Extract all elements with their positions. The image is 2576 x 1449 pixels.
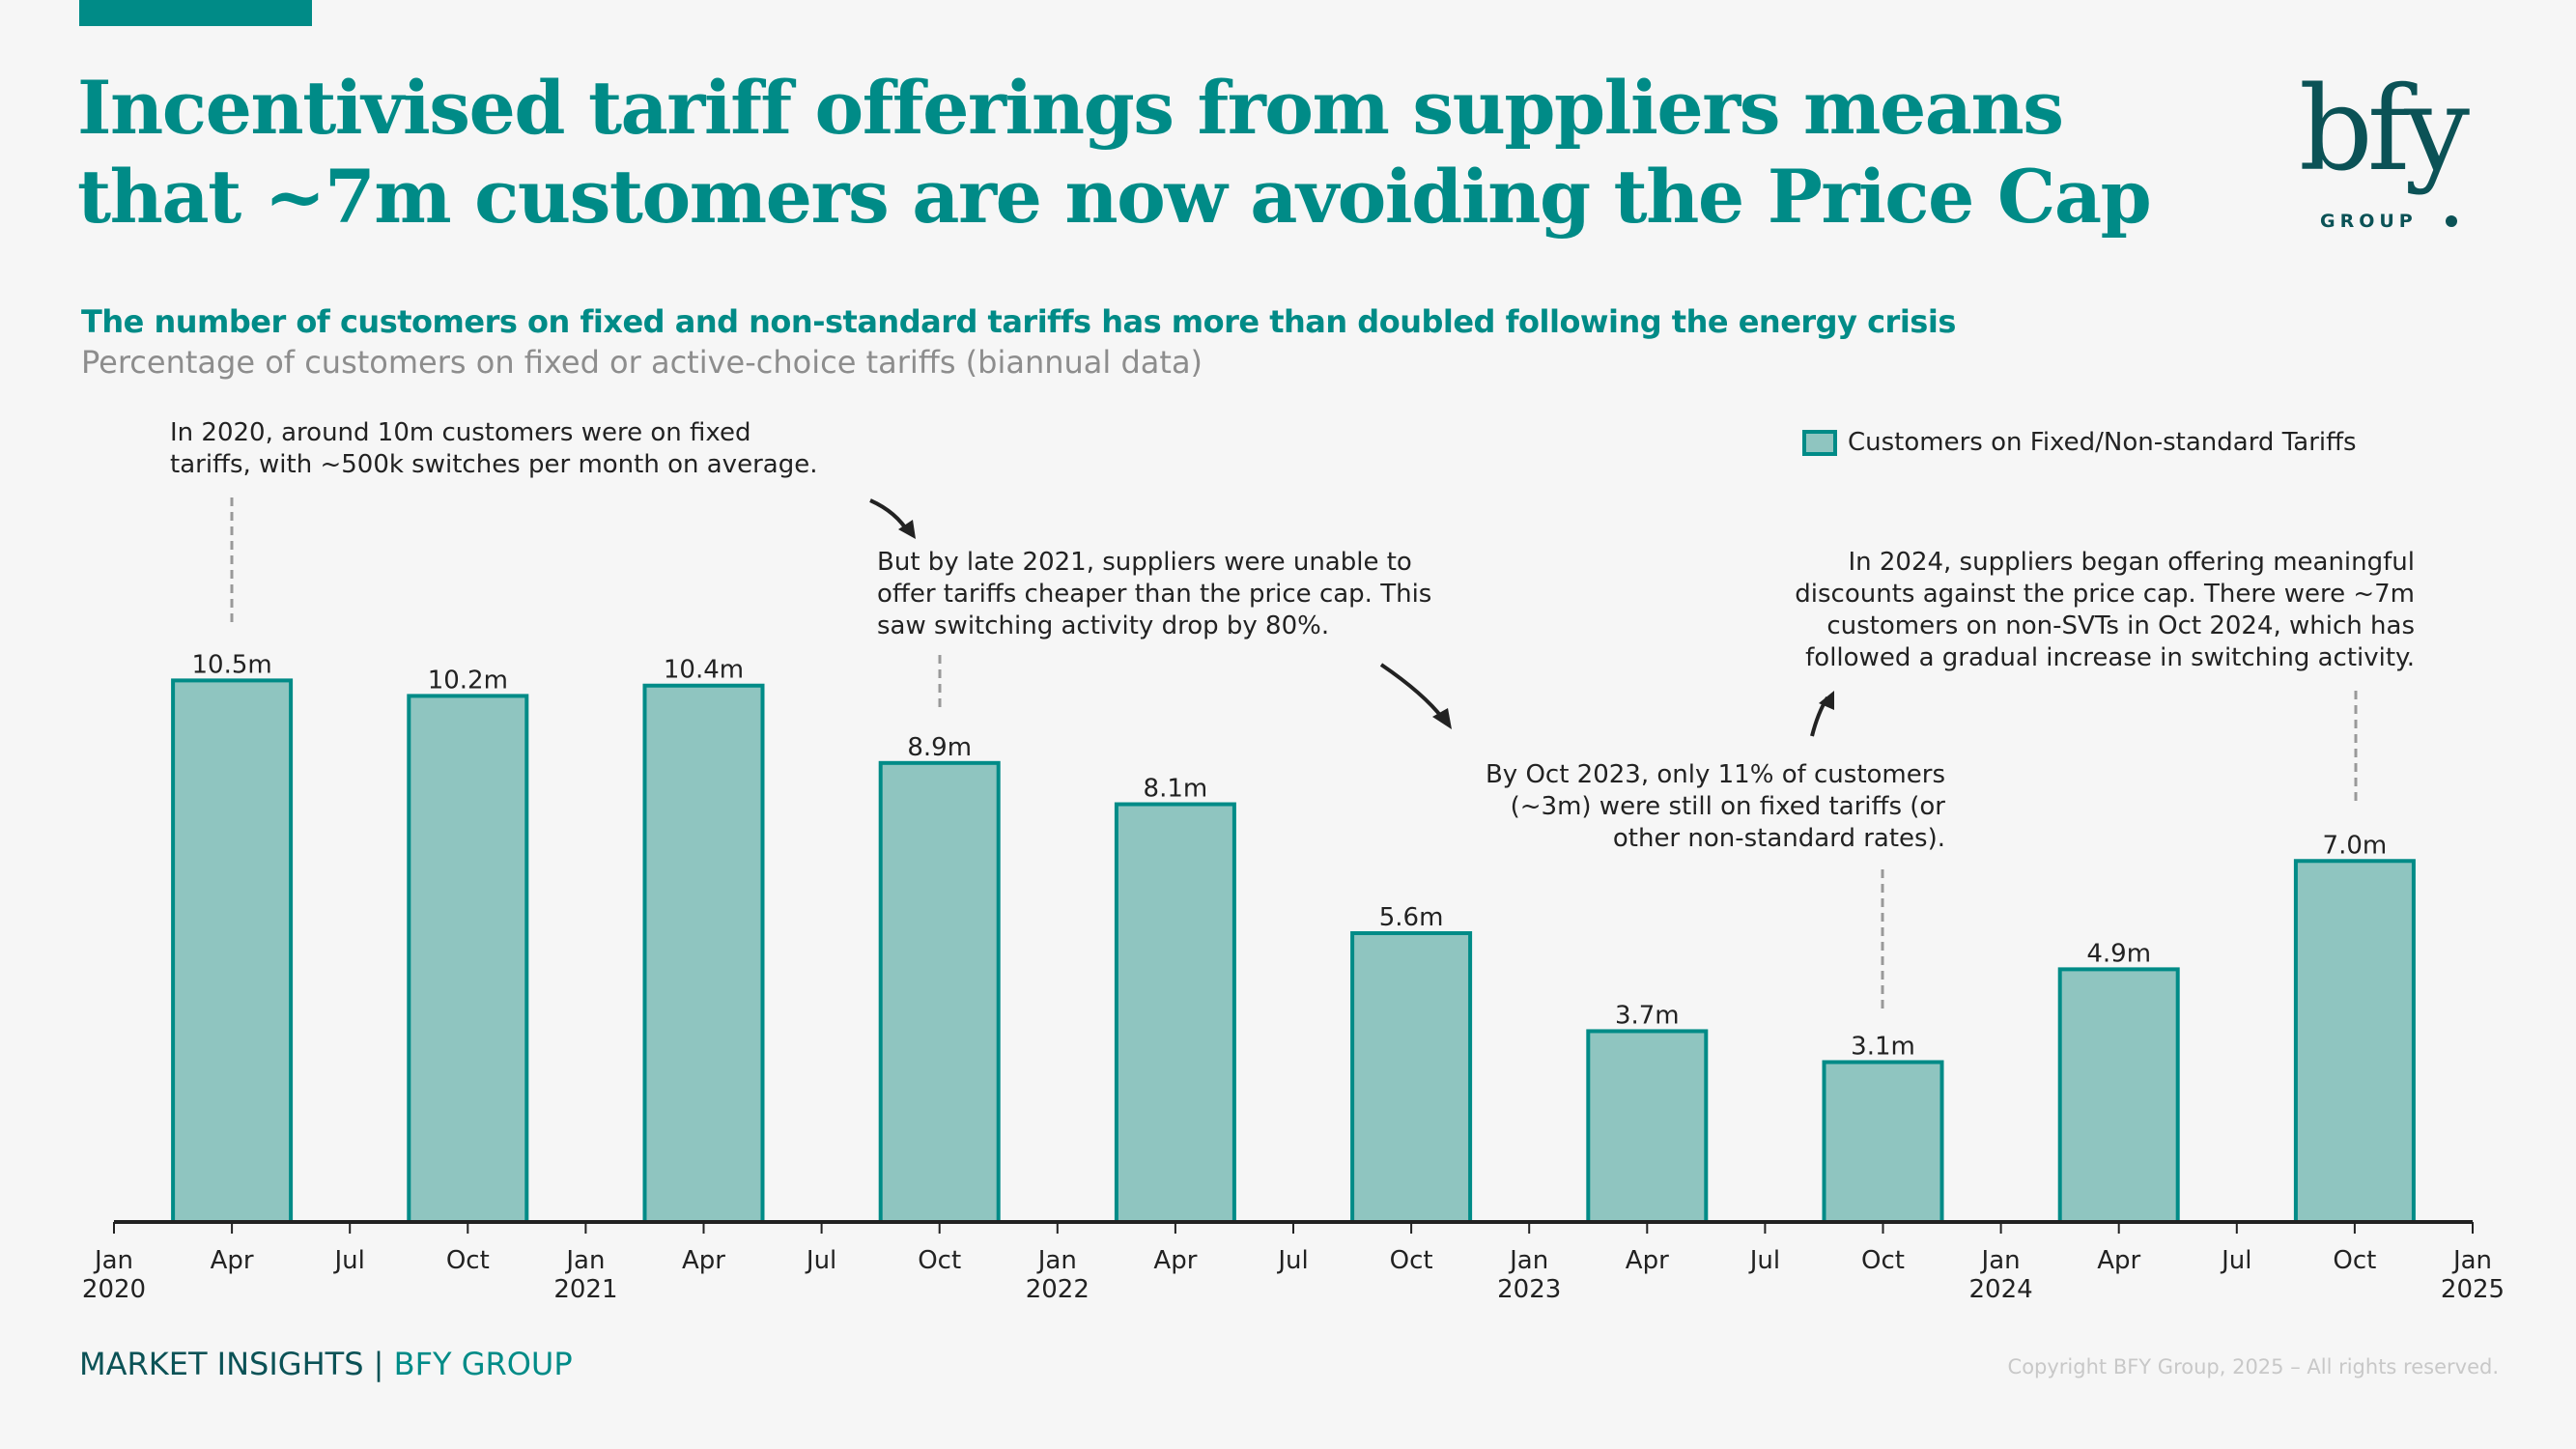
bar-2022-10 [1350, 931, 1473, 1224]
tick-label-2020-07: Jul [333, 1246, 365, 1275]
tick-label-2020-01: Jan [93, 1246, 133, 1275]
tick-label-2022-07: Jul [1276, 1246, 1308, 1275]
arrow-head-3-icon [1819, 691, 1834, 710]
annotation-line: (~3m) were still on fixed tariffs (or [1510, 792, 1945, 821]
tick-year-2020-01: 2020 [82, 1275, 146, 1304]
annotation-line: followed a gradual increase in switching… [1805, 643, 2415, 672]
annotation-line: customers on non-SVTs in Oct 2024, which… [1826, 611, 2415, 640]
footer-market-insights: MARKET INSIGHTS [79, 1346, 364, 1382]
tick-label-2025-01: Jan [2451, 1246, 2492, 1275]
title-line-1: Incentivised tariff offerings from suppl… [77, 65, 2064, 151]
chart-subtitle: The number of customers on fixed and non… [81, 303, 1956, 340]
tick-label-2022-01: Jan [1036, 1246, 1077, 1275]
tick-label-2021-07: Jul [805, 1246, 836, 1275]
tick-year-2021-01: 2021 [553, 1275, 617, 1304]
annotation-connectors [230, 497, 2358, 1009]
legend-swatch [1802, 429, 1837, 456]
annotation-2020: In 2020, around 10m customers were on fi… [170, 417, 865, 481]
footer-brand: MARKET INSIGHTS | BFY GROUP [79, 1345, 573, 1383]
annotation-late-2021: But by late 2021, suppliers were unable … [877, 547, 1495, 642]
bar-2023-04 [1586, 1029, 1709, 1224]
value-label-2024-04: 4.9m [2086, 939, 2151, 968]
footer-separator: | [363, 1346, 394, 1382]
tick-label-2023-10: Oct [1861, 1246, 1905, 1275]
value-label-2020-04: 10.5m [191, 650, 271, 679]
annotation-2024: In 2024, suppliers began offering meanin… [1700, 547, 2415, 674]
bfy-group-logo: bfy GROUP [2299, 68, 2521, 242]
value-label-2021-10: 8.9m [907, 733, 972, 762]
tick-year-2022-01: 2022 [1026, 1275, 1090, 1304]
bar-2021-10 [878, 760, 1001, 1224]
chart-description: Percentage of customers on fixed or acti… [81, 344, 1203, 381]
tick-label-2020-04: Apr [211, 1246, 254, 1275]
annotation-line: discounts against the price cap. There w… [1795, 580, 2415, 609]
copyright-notice: Copyright BFY Group, 2025 – All rights r… [2007, 1355, 2499, 1378]
tick-label-2021-10: Oct [918, 1246, 961, 1275]
bar-2024-04 [2057, 967, 2180, 1225]
title-line-2: that ~7m customers are now avoiding the … [77, 154, 2152, 240]
tick-label-2022-10: Oct [1390, 1246, 1433, 1275]
tick-label-2021-01: Jan [564, 1246, 605, 1275]
tick-label-2024-04: Apr [2097, 1246, 2140, 1275]
footer-bfy-group: BFY GROUP [393, 1346, 573, 1382]
bar-2023-10 [1822, 1060, 1944, 1224]
annotation-line: But by late 2021, suppliers were unable … [877, 548, 1412, 577]
bar-2021-04 [642, 683, 765, 1224]
logo-tagline: GROUP [2320, 211, 2418, 232]
annotation-line: saw switching activity drop by 80%. [877, 611, 1330, 640]
arrow-head-1-icon [898, 520, 916, 539]
tick-label-2022-04: Apr [1153, 1246, 1197, 1275]
value-label-2024-10: 7.0m [2323, 831, 2388, 860]
tick-label-2024-01: Jan [1980, 1246, 2021, 1275]
bars-group [171, 678, 2416, 1225]
value-label-2022-04: 8.1m [1144, 775, 1208, 804]
tick-year-2024-01: 2024 [1969, 1275, 2033, 1304]
value-label-2021-04: 10.4m [664, 656, 744, 685]
tick-label-2024-07: Jul [2220, 1246, 2251, 1275]
accent-bar [79, 0, 312, 26]
value-label-2022-10: 5.6m [1379, 903, 1444, 932]
value-label-2023-04: 3.7m [1615, 1001, 1680, 1030]
tick-label-2020-10: Oct [446, 1246, 490, 1275]
arrow-curve-2 [1379, 663, 1445, 721]
value-label-2020-10: 10.2m [428, 666, 508, 695]
tick-label-2024-10: Oct [2333, 1246, 2376, 1275]
logo-wordmark: bfy [2299, 63, 2470, 197]
value-labels-group: 10.5m 10.2m 10.4m 8.9m 8.1m 5.6m 3.7m 3.1m 4.9m 7… [191, 650, 2387, 1061]
tick-label-2023-07: Jul [1748, 1246, 1780, 1275]
annotation-line: In 2024, suppliers began offering meanin… [1848, 548, 2415, 577]
value-label-2023-10: 3.1m [1851, 1032, 1915, 1061]
legend-label: Customers on Fixed/Non-standard Tariffs [1848, 428, 2357, 457]
page-title: Incentivised tariff offerings from suppl… [77, 64, 2260, 242]
bar-2022-04 [1114, 802, 1236, 1225]
tick-label-2023-04: Apr [1626, 1246, 1669, 1275]
tick-label-2021-04: Apr [682, 1246, 725, 1275]
annotation-line: In 2020, around 10m customers were on fi… [170, 418, 751, 447]
tick-label-2023-01: Jan [1508, 1246, 1548, 1275]
arrow-head-2-icon [1432, 708, 1452, 729]
bar-2020-10 [407, 694, 529, 1224]
tick-year-2023-01: 2023 [1497, 1275, 1561, 1304]
bar-2024-10 [2293, 859, 2416, 1224]
annotation-oct-2023: By Oct 2023, only 11% of customers (~3m) … [1372, 759, 1945, 855]
annotation-line: other non-standard rates). [1612, 824, 1945, 853]
annotation-line: tariffs, with ~500k switches per month o… [170, 450, 818, 479]
chart-legend: Customers on Fixed/Non-standard Tariffs [1802, 425, 2357, 460]
tick-year-2025-01: 2025 [2441, 1275, 2505, 1304]
annotation-line: offer tariffs cheaper than the price cap… [877, 580, 1432, 609]
bar-2020-04 [171, 678, 294, 1224]
annotation-line: By Oct 2023, only 11% of customers [1485, 760, 1945, 789]
logo-dot-icon [2446, 215, 2457, 227]
